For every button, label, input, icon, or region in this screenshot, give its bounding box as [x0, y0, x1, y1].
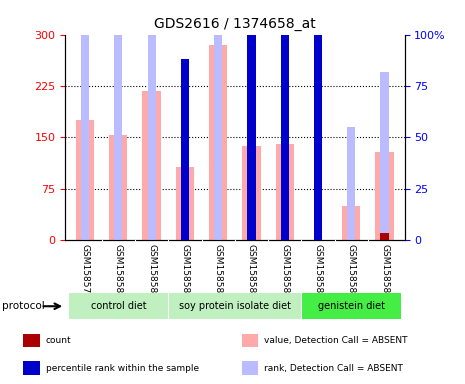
- Text: genistein diet: genistein diet: [318, 301, 385, 311]
- Bar: [280, 35, 289, 240]
- Text: GSM158586: GSM158586: [313, 244, 323, 299]
- Bar: [142, 91, 161, 240]
- Text: GSM158581: GSM158581: [147, 244, 156, 299]
- Bar: [114, 0, 122, 240]
- Bar: [181, 59, 189, 240]
- Title: GDS2616 / 1374658_at: GDS2616 / 1374658_at: [154, 17, 316, 31]
- Bar: [242, 146, 260, 240]
- Bar: [76, 120, 94, 240]
- Bar: [81, 0, 89, 240]
- Text: GSM158579: GSM158579: [80, 244, 90, 299]
- Bar: [380, 71, 389, 240]
- Bar: [302, 293, 400, 319]
- Text: GSM158580: GSM158580: [114, 244, 123, 299]
- Bar: [347, 127, 355, 240]
- Bar: [23, 334, 40, 347]
- Text: soy protein isolate diet: soy protein isolate diet: [179, 301, 291, 311]
- Bar: [169, 293, 301, 319]
- Bar: [147, 0, 156, 240]
- Bar: [380, 233, 389, 240]
- Text: count: count: [46, 336, 71, 345]
- Bar: [109, 135, 127, 240]
- Bar: [342, 206, 360, 240]
- Bar: [23, 361, 40, 375]
- Bar: [247, 35, 256, 240]
- Bar: [375, 152, 394, 240]
- Text: GSM158582: GSM158582: [180, 244, 189, 299]
- Text: GSM158587: GSM158587: [347, 244, 356, 299]
- Bar: [214, 0, 222, 240]
- Bar: [280, 158, 289, 240]
- Text: GSM158585: GSM158585: [280, 244, 289, 299]
- Bar: [176, 167, 194, 240]
- Text: protocol: protocol: [2, 301, 45, 311]
- Bar: [242, 361, 258, 375]
- Text: value, Detection Call = ABSENT: value, Detection Call = ABSENT: [264, 336, 408, 345]
- Text: control diet: control diet: [91, 301, 146, 311]
- Bar: [314, 83, 322, 240]
- Text: rank, Detection Call = ABSENT: rank, Detection Call = ABSENT: [264, 364, 403, 372]
- Bar: [314, 0, 322, 240]
- Text: percentile rank within the sample: percentile rank within the sample: [46, 364, 199, 372]
- Bar: [247, 158, 256, 240]
- Text: GSM158584: GSM158584: [247, 244, 256, 299]
- Text: GSM158583: GSM158583: [214, 244, 223, 299]
- Bar: [181, 167, 189, 240]
- Text: GSM158588: GSM158588: [380, 244, 389, 299]
- Bar: [69, 293, 167, 319]
- Bar: [242, 334, 258, 347]
- Bar: [209, 45, 227, 240]
- Bar: [276, 144, 294, 240]
